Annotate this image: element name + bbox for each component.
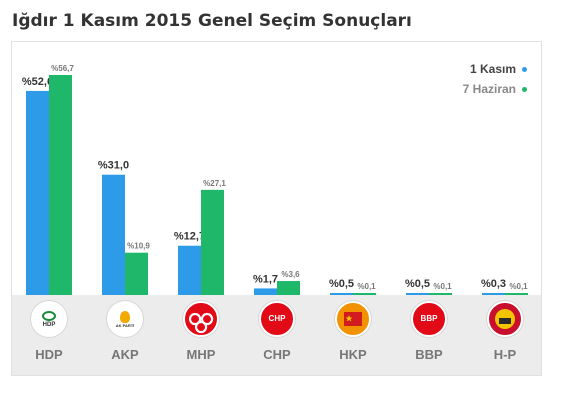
bar-hkp-7-haziran	[353, 293, 376, 295]
h-p-logo-icon	[487, 301, 523, 337]
bar-h-p-1-kasim	[482, 293, 505, 295]
party-name-chp: CHP	[263, 347, 291, 362]
page-title: Iğdır 1 Kasım 2015 Genel Seçim Sonuçları	[12, 11, 412, 31]
bar-label-hdp-7-haziran: %56,7	[51, 64, 74, 73]
akp-logo-icon: AK PARTİ	[107, 301, 143, 337]
bar-akp-1-kasim	[102, 174, 125, 295]
bar-bbp-7-haziran	[429, 293, 452, 295]
bar-label-hkp-1-kasim: %0,5	[329, 278, 354, 290]
bar-label-chp-1-kasim: %1,7	[253, 273, 278, 285]
bar-label-bbp-1-kasim: %0,5	[405, 278, 430, 290]
legend-dot-7-haziran-icon	[522, 87, 527, 93]
hkp-logo-icon	[335, 301, 371, 337]
bar-hkp-1-kasim	[330, 293, 353, 295]
party-name-hkp: HKP	[339, 347, 367, 362]
legend-label-7-haziran: 7 Haziran	[462, 82, 516, 96]
bar-mhp-1-kasim	[178, 245, 201, 295]
bar-label-mhp-7-haziran: %27,1	[203, 179, 226, 188]
chart-panel: 1 Kasım 7 Haziran %52,6 %56,7 %31,0 %10,9 %1…	[11, 41, 542, 376]
chp-logo-icon: CHP	[259, 301, 295, 337]
bar-label-h-p-7-haziran: %0,1	[509, 282, 528, 291]
bar-chp-1-kasim	[254, 288, 277, 295]
bar-label-bbp-7-haziran: %0,1	[433, 282, 452, 291]
bar-label-akp-7-haziran: %10,9	[127, 242, 150, 251]
party-name-bbp: BBP	[415, 347, 443, 362]
party-name-h-p: H-P	[493, 347, 517, 362]
bar-label-mhp-1-kasim: %12,7	[174, 231, 205, 243]
bar-label-h-p-1-kasim: %0,3	[481, 278, 506, 290]
bbp-logo-icon: BBP	[411, 301, 447, 337]
bar-label-hkp-7-haziran: %0,1	[357, 282, 376, 291]
bar-h-p-7-haziran	[505, 293, 528, 295]
hdp-logo-icon: HDP	[31, 301, 67, 337]
bar-hdp-7-haziran	[49, 75, 72, 295]
legend-item-7-haziran: 7 Haziran	[463, 82, 527, 96]
mhp-logo-icon	[183, 301, 219, 337]
bar-label-hdp-1-kasim: %52,6	[22, 76, 53, 88]
bar-chp-7-haziran	[277, 281, 300, 295]
bar-label-akp-1-kasim: %31,0	[98, 160, 129, 172]
party-name-hdp: HDP	[35, 347, 63, 362]
party-name-akp: AKP	[111, 347, 139, 362]
party-name-mhp: MHP	[186, 347, 216, 362]
bar-mhp-7-haziran	[201, 189, 224, 295]
bar-chart: %52,6 %56,7 %31,0 %10,9 %12,7 %27,1 %1,7 %3,6 %0…	[22, 64, 528, 295]
legend-label-1-kasim: 1 Kasım	[469, 62, 516, 76]
bar-label-chp-7-haziran: %3,6	[281, 270, 300, 279]
legend-item-1-kasim: 1 Kasım	[470, 62, 527, 76]
bar-bbp-1-kasim	[406, 293, 429, 295]
legend-dot-1-kasim-icon	[522, 67, 527, 73]
bar-akp-7-haziran	[125, 252, 148, 295]
bar-hdp-1-kasim	[26, 90, 49, 295]
